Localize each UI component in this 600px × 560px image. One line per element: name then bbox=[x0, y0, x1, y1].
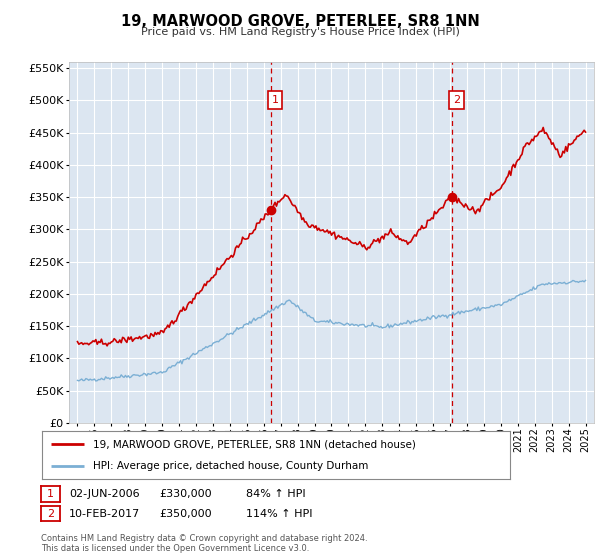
Text: Contains HM Land Registry data © Crown copyright and database right 2024.: Contains HM Land Registry data © Crown c… bbox=[41, 534, 367, 543]
Text: 19, MARWOOD GROVE, PETERLEE, SR8 1NN (detached house): 19, MARWOOD GROVE, PETERLEE, SR8 1NN (de… bbox=[94, 439, 416, 449]
Text: 84% ↑ HPI: 84% ↑ HPI bbox=[246, 489, 305, 499]
Text: This data is licensed under the Open Government Licence v3.0.: This data is licensed under the Open Gov… bbox=[41, 544, 309, 553]
Text: Price paid vs. HM Land Registry's House Price Index (HPI): Price paid vs. HM Land Registry's House … bbox=[140, 27, 460, 37]
Text: 10-FEB-2017: 10-FEB-2017 bbox=[69, 508, 140, 519]
Text: 114% ↑ HPI: 114% ↑ HPI bbox=[246, 508, 313, 519]
Text: 2: 2 bbox=[47, 508, 54, 519]
Text: HPI: Average price, detached house, County Durham: HPI: Average price, detached house, Coun… bbox=[94, 461, 369, 471]
Text: £350,000: £350,000 bbox=[159, 508, 212, 519]
Text: 1: 1 bbox=[47, 489, 54, 499]
Text: 1: 1 bbox=[272, 95, 278, 105]
Text: £330,000: £330,000 bbox=[159, 489, 212, 499]
Text: 19, MARWOOD GROVE, PETERLEE, SR8 1NN: 19, MARWOOD GROVE, PETERLEE, SR8 1NN bbox=[121, 14, 479, 29]
Text: 2: 2 bbox=[453, 95, 460, 105]
Text: 02-JUN-2006: 02-JUN-2006 bbox=[69, 489, 140, 499]
